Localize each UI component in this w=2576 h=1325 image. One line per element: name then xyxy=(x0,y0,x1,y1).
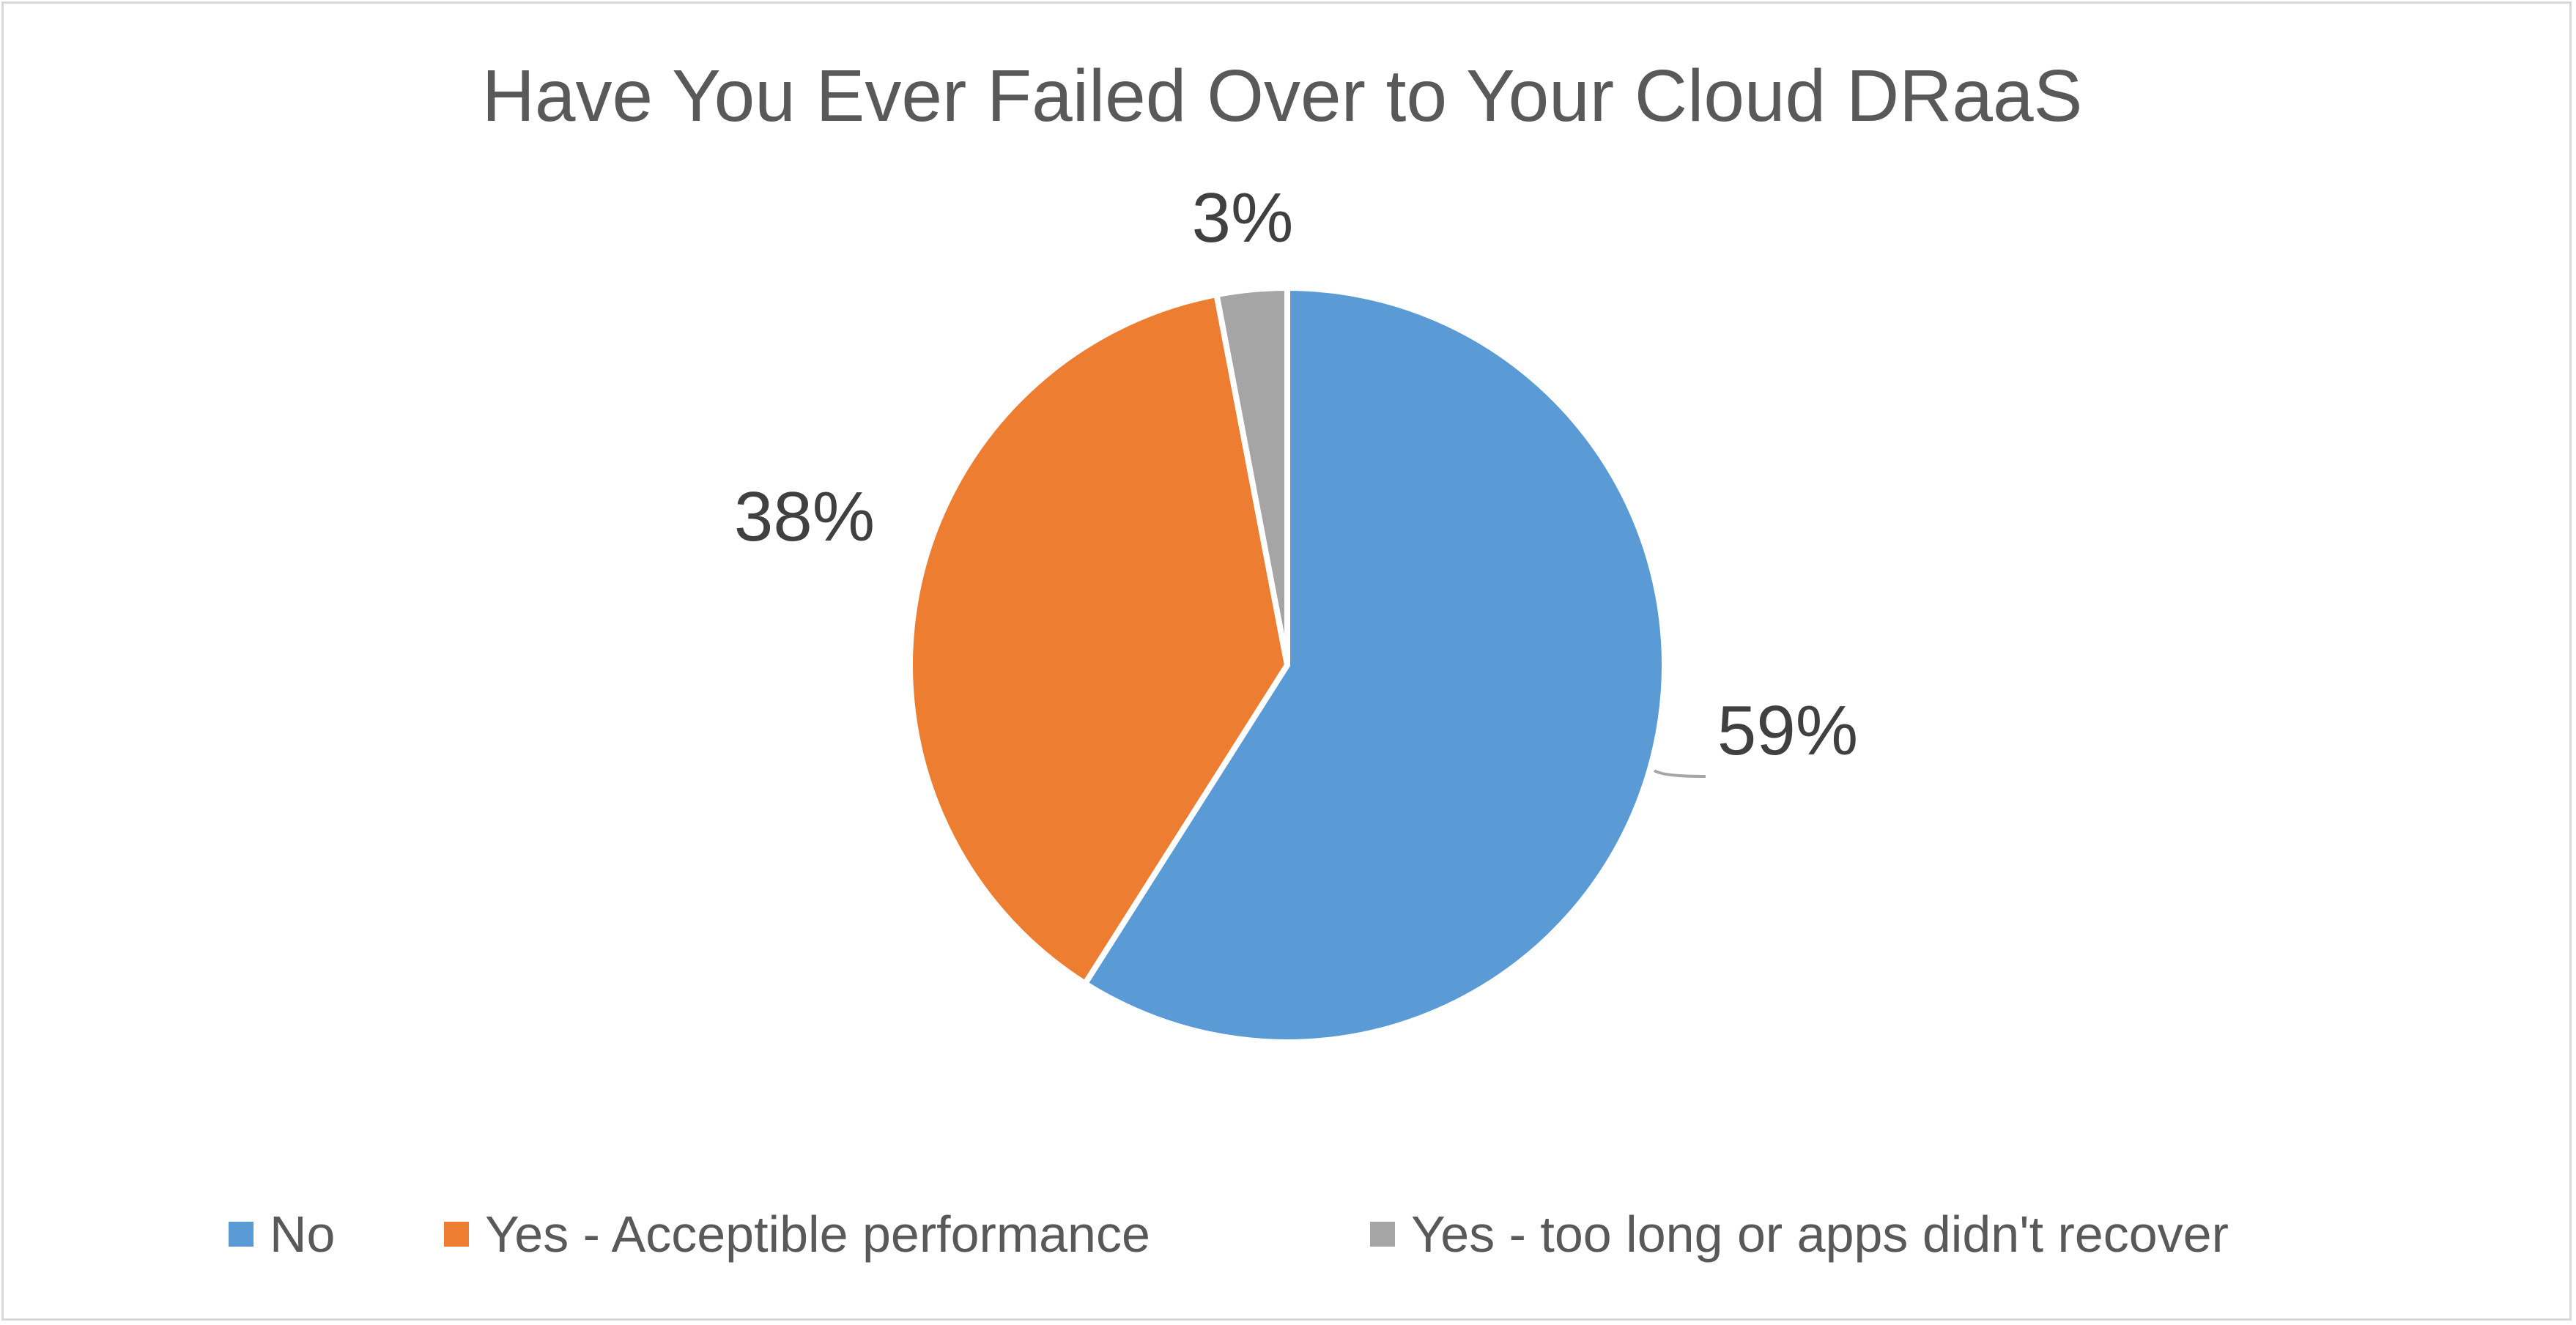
legend-swatch-no xyxy=(229,1222,253,1247)
legend-swatch-yes-too-long xyxy=(1370,1222,1395,1247)
legend-label-yes-acceptable: Yes - Acceptible performance xyxy=(485,1206,1150,1263)
chart-title: Have You Ever Failed Over to Your Cloud … xyxy=(482,55,2083,137)
data-label-yes-too-long: 3% xyxy=(1192,179,1294,257)
leader-line-no xyxy=(1653,769,1706,778)
legend-swatch-yes-acceptable xyxy=(444,1222,469,1247)
pie-slice-no xyxy=(1082,285,1668,1045)
legend-item-no: No xyxy=(229,1201,335,1267)
legend-item-yes-acceptable: Yes - Acceptible performance xyxy=(444,1201,1150,1267)
legend-label-no: No xyxy=(270,1206,336,1263)
pie-slice-yes-too-long xyxy=(1213,285,1290,668)
pie-slice-yes-acceptable xyxy=(907,292,1290,987)
data-label-yes-acceptable: 38% xyxy=(734,478,875,556)
legend: No Yes - Acceptible performance Yes - to… xyxy=(0,1201,2576,1267)
legend-label-yes-too-long: Yes - too long or apps didn't recover xyxy=(1411,1206,2229,1263)
data-label-no: 59% xyxy=(1717,691,1858,770)
legend-item-yes-too-long: Yes - too long or apps didn't recover xyxy=(1370,1201,2229,1267)
